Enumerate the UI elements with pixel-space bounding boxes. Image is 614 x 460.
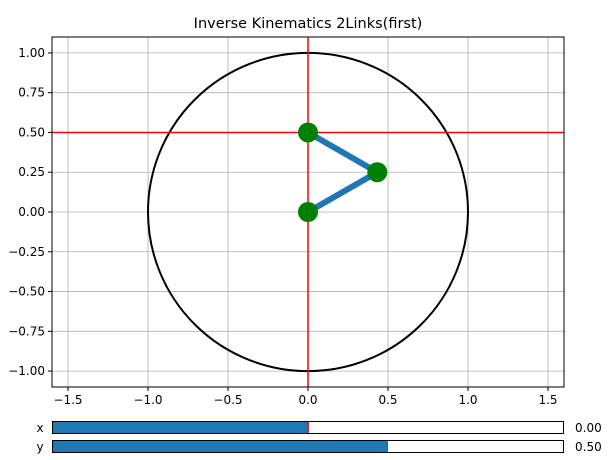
x-slider-label: x (36, 421, 44, 435)
x-tick-label-3: 0.0 (298, 393, 317, 407)
y-tick-label-2: −0.50 (8, 285, 45, 299)
y-tick-label-3: −0.25 (8, 245, 45, 259)
x-tick-label-6: 1.5 (538, 393, 557, 407)
y-slider-value: 0.50 (575, 440, 602, 454)
x-tick-label-1: −1.0 (133, 393, 162, 407)
x-tick-label-0: −1.5 (53, 393, 82, 407)
y-tick-label-0: −1.00 (8, 364, 45, 378)
joint-1 (367, 162, 388, 183)
y-tick-label-1: −0.75 (8, 324, 45, 338)
x-slider-value: 0.00 (575, 421, 602, 435)
x-tick-label-2: −0.5 (213, 393, 242, 407)
link-1 (306, 169, 379, 215)
y-tick-label-5: 0.25 (18, 165, 45, 179)
chart-title: Inverse Kinematics 2Links(first) (194, 16, 423, 32)
x-tick-label-4: 0.5 (378, 393, 397, 407)
y-slider-fill (53, 441, 388, 452)
y-slider-label: y (36, 440, 44, 454)
x-tick-label-5: 1.0 (458, 393, 477, 407)
y-slider-initial-marker (386, 441, 389, 452)
plot-content (52, 37, 564, 387)
x-slider-initial-marker (307, 422, 309, 433)
y-slider[interactable] (52, 440, 564, 453)
y-tick-label-7: 0.75 (18, 86, 45, 100)
y-tick-label-4: 0.00 (18, 205, 45, 219)
y-tick-label-6: 0.50 (18, 125, 45, 139)
x-slider[interactable] (52, 421, 564, 434)
joint-0 (298, 202, 318, 222)
x-slider-row: x 0.00 (0, 420, 614, 436)
y-slider-row: y 0.50 (0, 439, 614, 455)
x-slider-fill (53, 422, 308, 433)
link-2 (306, 129, 379, 175)
ik-plot: −1.5 −1.0 −0.5 0.0 0.5 1.0 1.5 −1.00 −0.75 −0.50 −… (8, 16, 565, 407)
joint-2 (298, 122, 318, 143)
y-tick-label-8: 1.00 (18, 46, 45, 60)
